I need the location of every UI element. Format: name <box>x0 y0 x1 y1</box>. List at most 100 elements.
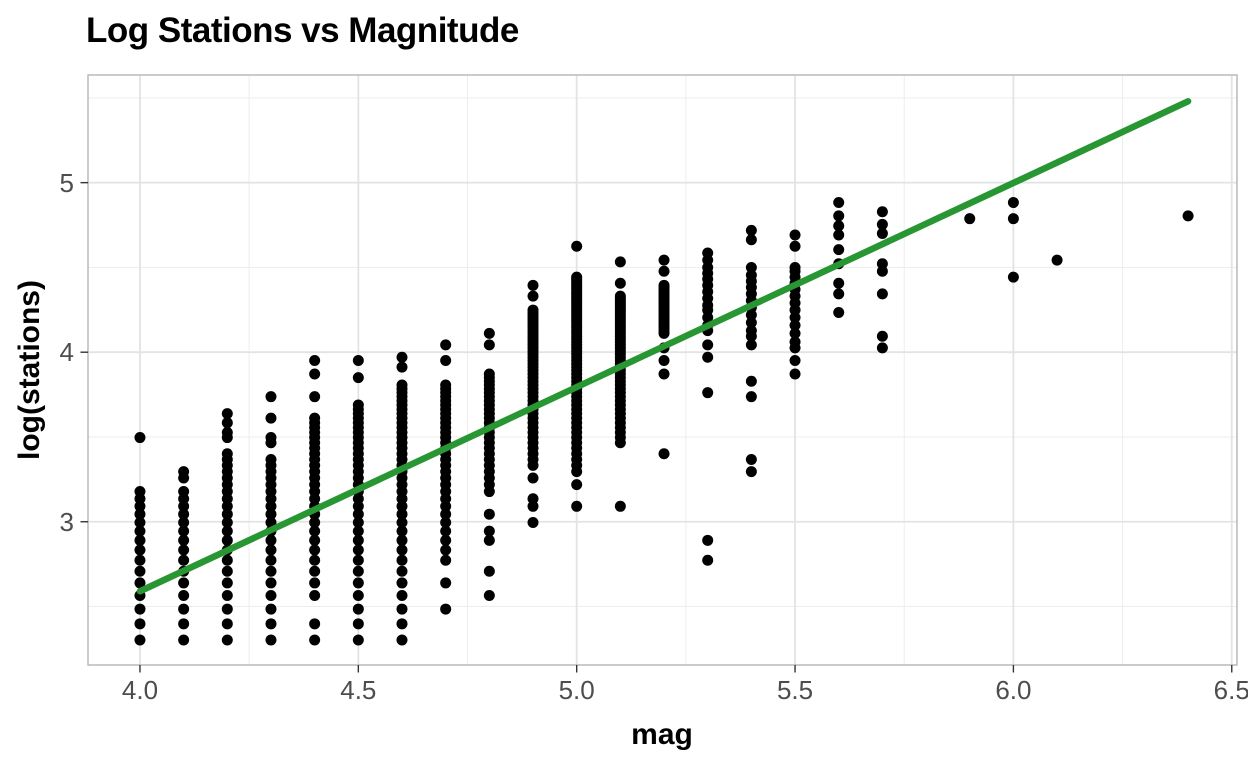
data-point <box>396 618 408 630</box>
data-point <box>265 534 277 546</box>
data-point <box>352 354 364 366</box>
data-point <box>221 516 233 528</box>
data-point <box>527 500 539 512</box>
data-point <box>527 472 539 484</box>
data-point <box>221 408 233 420</box>
data-point <box>134 554 146 566</box>
data-point <box>309 368 321 380</box>
data-point <box>309 565 321 577</box>
data-point <box>876 206 888 218</box>
x-tick-label: 6.0 <box>995 675 1032 705</box>
data-point <box>571 479 583 491</box>
data-point <box>614 500 626 512</box>
data-point <box>789 354 801 366</box>
data-point <box>702 339 714 351</box>
data-point <box>265 544 277 556</box>
data-point <box>178 554 190 566</box>
data-point <box>745 466 757 478</box>
data-point <box>265 554 277 566</box>
data-point <box>134 618 146 630</box>
data-point <box>352 372 364 384</box>
data-point <box>658 254 670 266</box>
data-point <box>352 634 364 646</box>
data-point <box>876 342 888 354</box>
data-point <box>614 290 626 302</box>
data-point <box>876 330 888 342</box>
data-point <box>571 240 583 252</box>
data-point <box>221 577 233 589</box>
data-point <box>221 508 233 520</box>
data-point <box>745 339 757 351</box>
data-point <box>265 603 277 615</box>
data-point <box>833 229 845 241</box>
data-point <box>221 554 233 566</box>
data-point <box>178 577 190 589</box>
data-point <box>440 339 452 351</box>
data-point <box>178 508 190 520</box>
y-tick-label: 4 <box>59 337 74 368</box>
data-point <box>745 261 757 273</box>
data-point <box>221 589 233 601</box>
data-point <box>265 432 277 444</box>
data-point <box>309 534 321 546</box>
data-point <box>265 565 277 577</box>
data-point <box>309 634 321 646</box>
data-point <box>396 589 408 601</box>
data-point <box>702 247 714 259</box>
data-point <box>483 339 495 351</box>
data-point <box>658 265 670 277</box>
data-point <box>309 525 321 537</box>
data-point <box>658 279 670 291</box>
data-point <box>789 368 801 380</box>
data-point <box>134 525 146 537</box>
data-point <box>789 336 801 348</box>
data-point <box>352 603 364 615</box>
data-point <box>178 516 190 528</box>
data-point <box>396 577 408 589</box>
data-point <box>745 234 757 246</box>
data-point <box>396 565 408 577</box>
data-point <box>440 603 452 615</box>
data-point <box>265 508 277 520</box>
data-point <box>396 544 408 556</box>
data-point <box>745 375 757 387</box>
data-point <box>134 500 146 512</box>
data-point <box>440 516 452 528</box>
data-point <box>265 500 277 512</box>
data-point <box>178 634 190 646</box>
data-point <box>614 277 626 289</box>
data-point <box>134 544 146 556</box>
data-point <box>352 618 364 630</box>
data-point <box>178 589 190 601</box>
data-point <box>658 368 670 380</box>
data-point <box>221 448 233 460</box>
data-point <box>876 288 888 300</box>
data-point <box>527 516 539 528</box>
data-point <box>134 577 146 589</box>
data-point <box>396 534 408 546</box>
data-point <box>265 589 277 601</box>
data-point <box>221 603 233 615</box>
data-point <box>178 603 190 615</box>
data-point <box>352 508 364 520</box>
x-tick-label: 6.5 <box>1213 675 1248 705</box>
data-point <box>396 351 408 363</box>
data-point <box>352 500 364 512</box>
data-point <box>440 544 452 556</box>
data-point <box>396 516 408 528</box>
data-point <box>440 577 452 589</box>
data-point <box>440 508 452 520</box>
data-point <box>265 618 277 630</box>
data-point <box>221 525 233 537</box>
data-point <box>789 240 801 252</box>
data-point <box>309 589 321 601</box>
data-point <box>571 500 583 512</box>
data-point <box>833 288 845 300</box>
data-point <box>265 577 277 589</box>
data-point <box>876 227 888 239</box>
data-point <box>440 534 452 546</box>
data-point <box>440 500 452 512</box>
data-point <box>221 618 233 630</box>
data-point <box>265 391 277 403</box>
data-point <box>833 277 845 289</box>
